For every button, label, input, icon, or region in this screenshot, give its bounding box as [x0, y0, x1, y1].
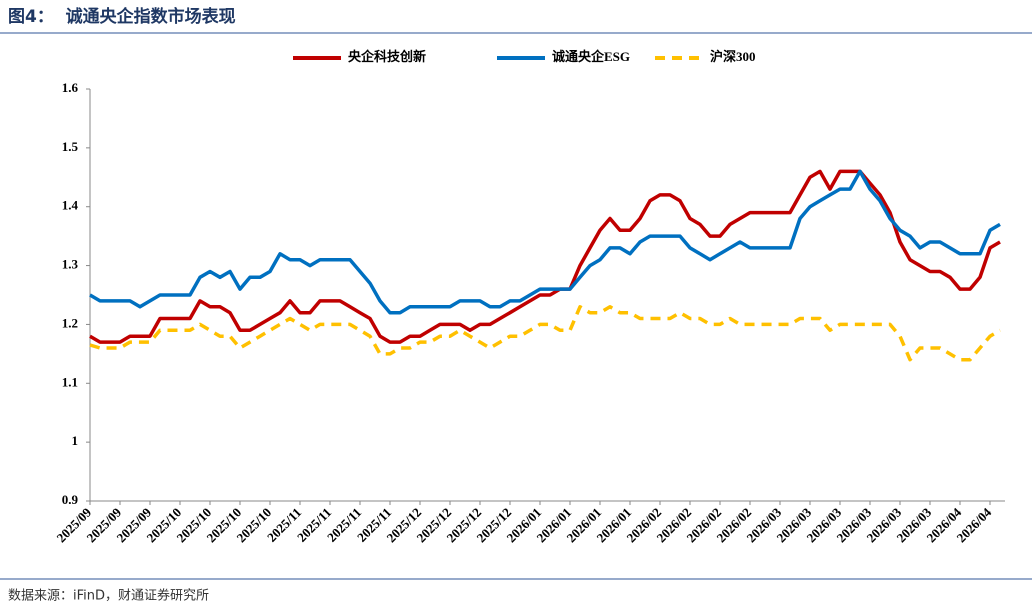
- y-tick-label: 1.1: [62, 374, 78, 389]
- y-tick-label: 1: [72, 433, 79, 448]
- y-tick-label: 1.2: [62, 315, 78, 330]
- legend-label: 沪深300: [710, 49, 756, 64]
- series-line: [89, 169, 1001, 315]
- series-line: [89, 305, 1001, 362]
- y-tick-label: 1.5: [62, 139, 79, 154]
- legend-label: 诚通央企ESG: [552, 49, 630, 64]
- legend-label: 央企科技创新: [348, 49, 426, 64]
- y-tick-label: 1.3: [62, 257, 79, 272]
- source-note: 数据来源：iFinD，财通证券研究所: [8, 588, 209, 604]
- series-line: [89, 169, 1001, 344]
- y-tick-label: 0.9: [62, 492, 79, 507]
- y-tick-label: 1.4: [62, 198, 79, 213]
- y-tick-label: 1.6: [62, 80, 79, 95]
- page-title: 图4： 诚通央企指数市场表现: [8, 6, 236, 27]
- x-tick-label: 2026/04: [953, 504, 994, 545]
